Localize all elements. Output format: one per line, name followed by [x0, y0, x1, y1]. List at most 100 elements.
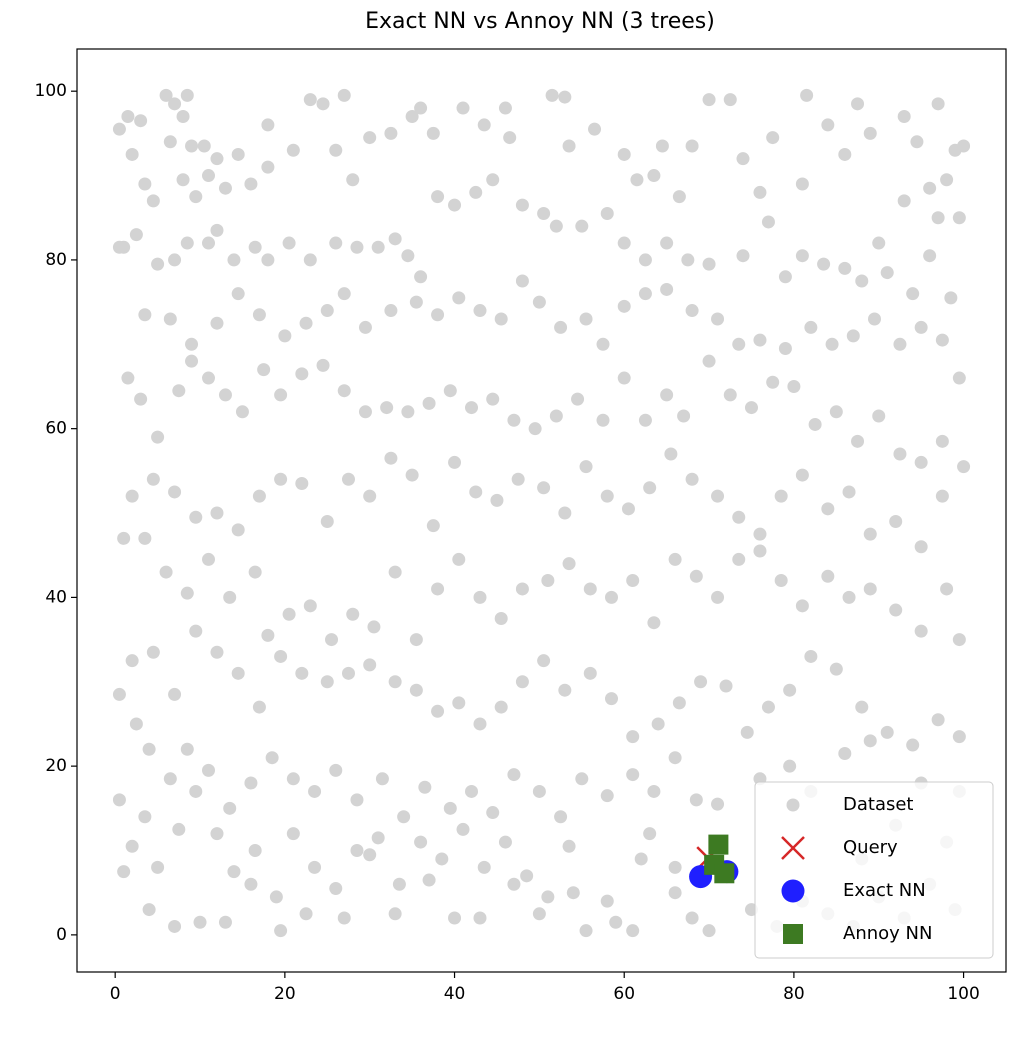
point: [672, 190, 686, 204]
point: [409, 683, 423, 697]
point: [473, 590, 487, 604]
point: [218, 181, 232, 195]
point: [668, 860, 682, 874]
point: [380, 401, 394, 415]
point: [617, 299, 631, 313]
point: [477, 118, 491, 132]
point: [303, 253, 317, 267]
point: [231, 287, 245, 301]
point: [732, 552, 746, 566]
point: [702, 257, 716, 271]
point: [609, 915, 623, 929]
point: [409, 295, 423, 309]
point: [134, 114, 148, 128]
point: [660, 282, 674, 296]
point: [329, 763, 343, 777]
point: [821, 569, 835, 583]
square-marker: [708, 834, 729, 855]
point: [486, 173, 500, 187]
point: [571, 392, 585, 406]
point: [265, 751, 279, 765]
point: [795, 468, 809, 482]
point: [465, 784, 479, 798]
y-tick-label: 40: [45, 587, 67, 607]
point: [473, 717, 487, 731]
point: [320, 514, 334, 528]
point: [583, 582, 597, 596]
point: [138, 531, 152, 545]
point: [202, 552, 216, 566]
plot-frame: [76, 48, 1007, 973]
point: [761, 700, 775, 714]
y-tick-label: 80: [45, 250, 67, 270]
point: [957, 139, 971, 153]
point: [418, 780, 432, 794]
point: [668, 751, 682, 765]
point: [711, 312, 725, 326]
point: [507, 768, 521, 782]
point: [660, 236, 674, 250]
point: [541, 574, 555, 588]
point: [452, 696, 466, 710]
point: [384, 451, 398, 465]
point: [358, 320, 372, 334]
point: [604, 692, 618, 706]
point: [388, 232, 402, 246]
point: [914, 624, 928, 638]
point: [621, 502, 635, 516]
point: [320, 304, 334, 318]
point: [129, 717, 143, 731]
point: [825, 337, 839, 351]
point: [325, 633, 339, 647]
point: [151, 257, 165, 271]
y-tick-label: 20: [45, 756, 67, 776]
x-tick-label: 40: [444, 984, 466, 1004]
point: [189, 784, 203, 798]
point: [880, 725, 894, 739]
point: [940, 582, 954, 596]
point: [494, 312, 508, 326]
point: [117, 865, 131, 879]
point: [388, 675, 402, 689]
point: [494, 700, 508, 714]
y-tick-label: 0: [56, 925, 67, 945]
point: [172, 822, 186, 836]
point: [346, 607, 360, 621]
point: [689, 793, 703, 807]
point: [617, 371, 631, 385]
point: [159, 88, 173, 102]
point: [261, 118, 275, 132]
point: [566, 886, 580, 900]
point: [532, 295, 546, 309]
point: [235, 405, 249, 419]
legend-label: Query: [843, 837, 898, 858]
point: [931, 97, 945, 111]
point: [274, 472, 288, 486]
point: [452, 291, 466, 305]
x-tick-label: 60: [613, 984, 635, 1004]
point: [346, 173, 360, 187]
point: [486, 392, 500, 406]
point: [507, 413, 521, 427]
point: [537, 207, 551, 221]
point: [694, 675, 708, 689]
point: [282, 236, 296, 250]
point: [863, 582, 877, 596]
point: [465, 401, 479, 415]
point: [409, 633, 423, 647]
point: [477, 860, 491, 874]
point: [872, 409, 886, 423]
point: [252, 700, 266, 714]
point: [774, 574, 788, 588]
point: [681, 253, 695, 267]
point: [719, 679, 733, 693]
point: [308, 860, 322, 874]
point: [655, 139, 669, 153]
point: [558, 506, 572, 520]
point: [532, 784, 546, 798]
point: [443, 801, 457, 815]
point: [180, 88, 194, 102]
point: [549, 409, 563, 423]
point: [647, 169, 661, 183]
point: [753, 527, 767, 541]
